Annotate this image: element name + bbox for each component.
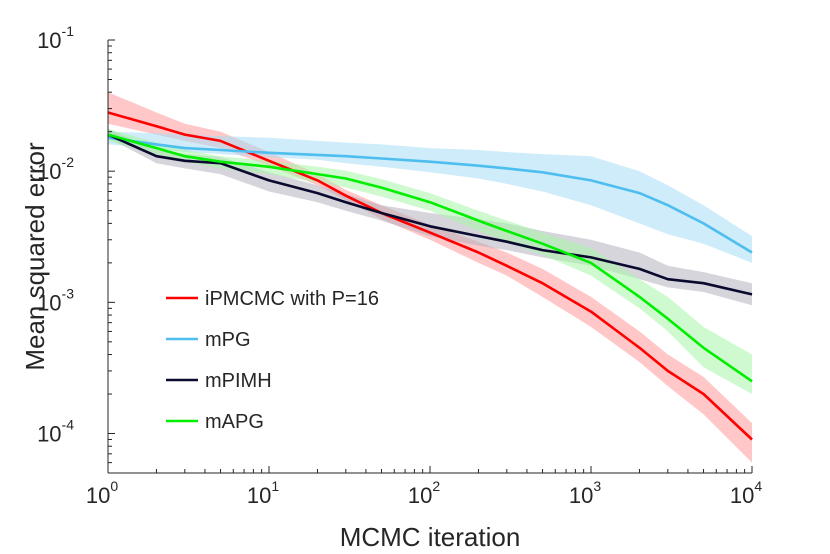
legend-label-mapg: mAPG <box>205 411 264 433</box>
x-tick-label: 103 <box>569 478 601 508</box>
legend-label-ipmcmc-with-p-16: iPMCMC with P=16 <box>205 288 379 310</box>
x-axis-label: MCMC iteration <box>340 522 521 552</box>
band-mpg <box>108 131 752 263</box>
band-mapg <box>108 128 752 394</box>
series-lines <box>107 111 753 441</box>
line-mpimh <box>107 133 753 296</box>
y-axis-label: Mean squared error <box>20 142 50 371</box>
y-tick-label: 10-1 <box>37 23 74 53</box>
line-mapg <box>107 133 753 383</box>
line-ipmcmc-with-p-16 <box>107 111 753 441</box>
x-tick-label: 100 <box>86 478 118 508</box>
x-tick-label: 101 <box>247 478 279 508</box>
tick-marks <box>107 39 753 474</box>
legend-label-mpimh: mPIMH <box>205 370 272 392</box>
confidence-bands <box>108 92 752 463</box>
axes <box>107 40 752 474</box>
band-ipmcmc-with-p-16 <box>108 92 752 463</box>
legend: iPMCMC with P=16 mPG mPIMH mAPG <box>166 288 379 433</box>
legend-label-mpg: mPG <box>205 329 251 351</box>
x-tick-label: 104 <box>730 478 762 508</box>
line-mpg <box>107 136 753 254</box>
x-tick-label: 102 <box>408 478 440 508</box>
y-tick-label: 10-4 <box>37 417 74 447</box>
